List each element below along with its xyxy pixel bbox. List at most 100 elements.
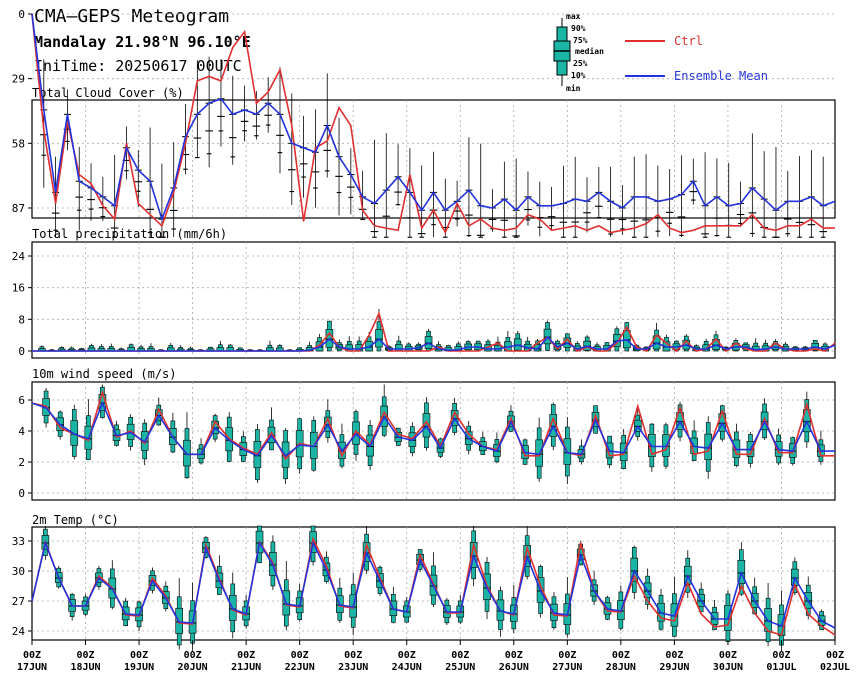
ensemble-box-outer [313,187,318,189]
ensemble-box-inner [146,208,154,210]
legend-key-max: max [566,12,581,21]
ensemble-box-inner [713,217,721,219]
ensemble-box-outer [395,204,401,206]
legend-key-median: median [575,46,604,56]
y-tick-label: 6 [18,394,25,407]
ensemble-box-outer [525,219,531,221]
ensemble-box-inner [630,220,639,222]
ensemble-box-inner [417,233,426,235]
ensemble-mean-line [31,540,836,629]
legend-key-p75: 75% [573,36,588,45]
y-tick-label: 0 [18,487,25,500]
ensemble-box-outer [454,218,460,220]
ensemble-box-inner [311,171,320,173]
ensemble-mean-line [31,401,835,457]
ensemble-box-inner [287,169,296,171]
ensemble-box-outer [761,236,767,238]
ensemble-box-outer [667,222,672,224]
ensemble-box-outer [443,236,448,238]
ensemble-box-outer [301,176,306,178]
legend: max 90% 75% median 25% 10% min Ctrl Ense… [553,12,768,93]
ensemble-box-inner [583,212,591,214]
ensemble-box-outer [502,236,507,238]
plot-frame-1 [31,241,836,359]
ensemble-box-outer [218,130,224,132]
ensemble-box-inner [205,130,213,132]
y-tick-label: 24 [12,625,26,638]
y-tick-label: 2 [18,456,25,469]
y-tick-label: 0 [18,345,25,358]
y-tick-label: 24 [12,250,26,263]
ensemble-box-inner [323,149,332,151]
x-tick-hour: 00Z [130,650,148,661]
ensemble-box-outer [112,236,117,238]
x-tick-hour: 00Z [344,650,362,661]
x-tick-date: 22JUN [285,662,315,673]
legend-key-p25: 25% [573,59,588,68]
ensemble-box-inner [500,219,509,221]
ensemble-box-inner [63,128,72,130]
ensemble-box-inner [488,218,497,220]
x-tick-hour: 00Z [719,650,737,661]
ensemble-box-outer [265,124,271,126]
ensemble-box-outer [726,236,732,238]
ctrl-line [31,13,835,235]
ensemble-box-outer [242,130,247,132]
ensemble-box-outer [797,236,802,238]
x-tick-date: 19JUN [124,662,154,673]
ensemble-box-inner [476,234,485,236]
ensemble-box-outer [608,233,613,235]
ensemble-box-outer [383,236,389,238]
ensemble-box-inner [217,115,225,117]
ensemble-box-outer [549,225,554,227]
ensemble-box-outer [53,229,58,231]
ensemble-box-outer [195,157,200,159]
ensemble-box-inner [524,208,532,211]
x-tick-hour: 00Z [505,650,523,661]
y-tick-label: 8 [18,313,25,326]
ensemble-box-outer [431,224,436,226]
ensemble-box-inner [807,224,816,226]
ensemble-box-inner [547,216,556,218]
y-tick-label: 58 [12,137,25,150]
ensemble-box-outer [289,191,295,193]
x-tick-date: 30JUN [713,662,743,673]
x-tick-hour: 00Z [184,650,202,661]
ensemble-box-inner [276,134,284,136]
panel-title-wind: 10m wind speed (m/s) [32,367,177,381]
x-tick-hour: 00Z [665,650,683,661]
x-tick-date: 17JUN [17,662,47,673]
chart-title: CMA—GEPS Meteogram [34,6,230,27]
x-tick-date: 02JUL [820,662,850,673]
ensemble-box-outer [348,196,354,198]
ensemble-box-outer [277,152,283,154]
legend-box-key [553,18,571,86]
x-tick-hour: 00Z [612,650,630,661]
legend-key-p90: 90% [571,24,586,33]
ensemble-box-outer [230,156,236,158]
ensemble-box-inner [382,215,391,217]
y-tick-label: 30 [12,565,25,578]
ensemble-box-outer [76,209,82,211]
ensemble-box-outer [690,199,696,201]
ensemble-box-outer [513,236,519,238]
ensemble-box-outer [100,216,106,218]
ensemble-box-inner [795,221,804,223]
ensemble-box-outer [809,236,814,238]
ensemble-box-inner [110,227,119,229]
ensemble-box-inner [701,233,709,235]
ensemble-box-outer [631,236,637,238]
y-tick-label: 4 [18,425,25,438]
y-tick-label: 33 [12,535,25,548]
ensemble-box-inner [51,212,60,214]
x-tick-date: 21JUN [231,662,261,673]
ensemble-box-inner [134,181,143,183]
ensemble-box-outer [147,232,153,234]
ensemble-box-inner [252,125,261,127]
ensemble-box-inner [347,186,355,188]
ensemble-mean-line [32,335,836,352]
x-tick-date: 01JUL [766,662,796,673]
ensemble-box-outer [254,135,259,137]
ensemble-box-inner [395,344,403,352]
x-tick-hour: 00Z [291,650,309,661]
